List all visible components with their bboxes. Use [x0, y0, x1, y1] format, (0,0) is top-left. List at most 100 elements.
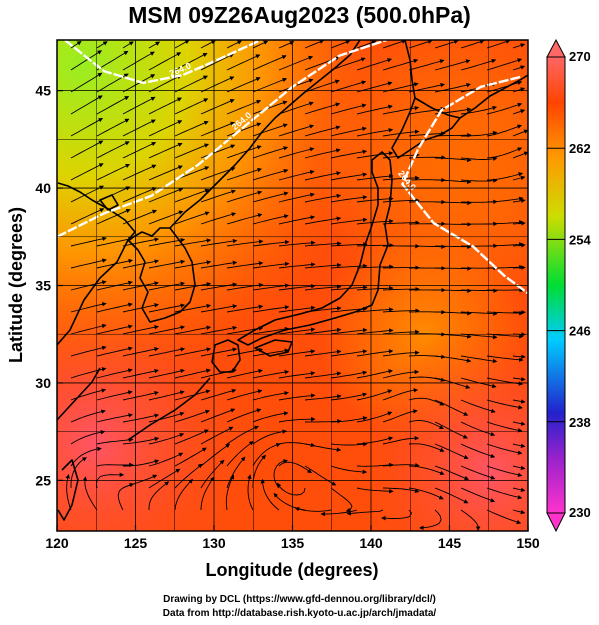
streamline: [304, 125, 341, 137]
streamline: [382, 175, 420, 181]
streamline: [122, 237, 160, 247]
streamline: [96, 280, 133, 291]
streamline: [486, 40, 511, 49]
streamline: [382, 198, 420, 203]
streamline: [252, 146, 289, 159]
y-axis-ticks: 25 30 35 40 45: [35, 83, 63, 488]
streamline: [200, 443, 231, 467]
y-axis-title: Latitude (degrees): [6, 207, 26, 363]
streamline: [419, 509, 442, 530]
streamline: [304, 241, 342, 247]
streamline: [512, 243, 526, 248]
streamline: [252, 369, 290, 379]
streamline: [252, 429, 287, 445]
streamline: [330, 327, 368, 335]
streamline: [226, 261, 264, 269]
streamline: [200, 76, 235, 93]
streamline: [148, 452, 184, 467]
streamline: [148, 481, 170, 511]
streamline: [273, 458, 288, 489]
streamline: [278, 305, 316, 313]
streamline: [122, 325, 159, 335]
streamline: [382, 220, 420, 225]
streamline: [304, 465, 337, 486]
streamline: [96, 237, 133, 247]
streamline: [122, 368, 159, 379]
streamline: [486, 509, 522, 525]
streamline: [252, 77, 288, 93]
streamline: [148, 41, 161, 49]
streamline: [434, 443, 469, 460]
streamline: [252, 261, 290, 269]
streamline: [408, 487, 444, 500]
streamline: [512, 43, 526, 49]
streamline: [460, 399, 496, 414]
streamline: [512, 198, 526, 203]
streamline: [148, 303, 186, 313]
streamline: [174, 447, 207, 467]
streamline: [174, 40, 190, 49]
streamline: [148, 52, 182, 71]
grid: [57, 40, 528, 531]
streamline: [148, 325, 186, 335]
streamline: [304, 371, 342, 379]
streamline: [122, 413, 160, 423]
coast-kurils: [459, 74, 528, 119]
streamline: [123, 459, 160, 467]
coast-sakhalin: [404, 40, 416, 99]
streamline: [174, 368, 211, 379]
streamline: [148, 390, 185, 401]
streamline: [70, 323, 107, 335]
streamline: [278, 215, 316, 225]
streamline: [304, 171, 341, 181]
colorbar: 270 262 254 246 238 230: [546, 38, 591, 533]
streamline: [148, 74, 182, 93]
streamline: [408, 59, 445, 71]
streamline: [486, 147, 523, 159]
x-axis-ticks: 120 125 130 135 140 145 150: [45, 525, 540, 551]
streamline: [200, 388, 237, 401]
streamline: [200, 121, 235, 137]
streamline: [226, 99, 262, 115]
streamline: [70, 95, 103, 115]
streamline: [122, 96, 156, 115]
streamline: [96, 413, 133, 423]
streamline: [434, 310, 472, 316]
streamline: [512, 265, 526, 270]
streamline: [330, 392, 368, 401]
streamline: [226, 213, 263, 225]
streamline: [486, 242, 524, 247]
streamline: [252, 100, 288, 115]
streamline: [294, 506, 332, 512]
coast-yellow-sea-islands: [99, 194, 119, 211]
streamline: [330, 126, 367, 137]
streamline: [200, 325, 238, 335]
streamline: [96, 141, 130, 159]
streamline: [117, 482, 135, 511]
streamline: [512, 376, 526, 382]
contour-line: [401, 75, 528, 295]
streamline: [382, 388, 419, 401]
streamline: [70, 118, 104, 137]
streamline: [330, 172, 368, 181]
streamline: [174, 389, 211, 401]
streamline: [70, 208, 105, 225]
streamline: [278, 327, 316, 335]
streamline: [382, 286, 420, 292]
streamline: [382, 409, 418, 423]
streamline: [226, 456, 246, 489]
streamline: [304, 40, 325, 49]
streamline: [148, 347, 186, 357]
streamline: [226, 40, 242, 49]
streamline: [122, 259, 160, 269]
streamline: [226, 304, 264, 313]
streamline: [174, 347, 212, 357]
streamline: [226, 347, 264, 357]
streamline: [330, 465, 368, 475]
streamline: [512, 151, 528, 159]
streamline: [512, 399, 526, 404]
y-tick-label: 45: [35, 83, 51, 99]
streamline: [200, 347, 238, 357]
streamline: [486, 355, 524, 362]
